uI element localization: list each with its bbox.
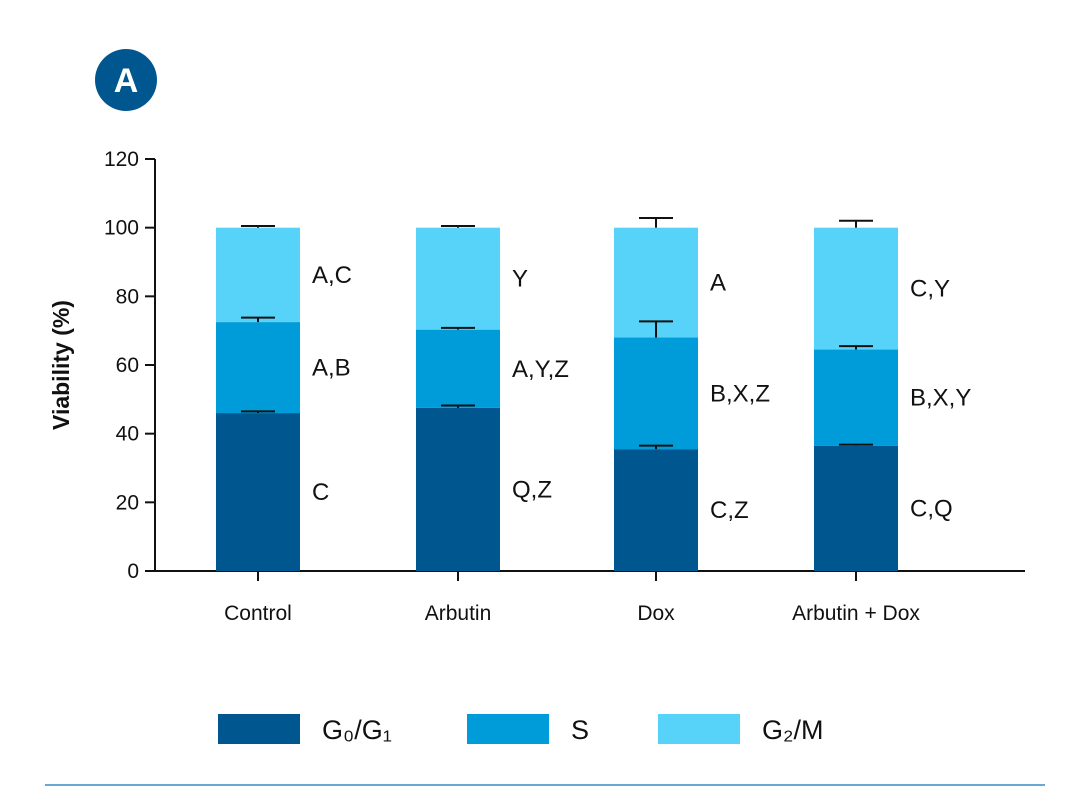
- x-axis: Control Arbutin Dox Arbutin + Dox: [155, 570, 1025, 625]
- significance-label: C,Y: [910, 276, 950, 303]
- bar-segment-s: [614, 337, 698, 450]
- significance-label: B,X,Y: [910, 385, 971, 412]
- x-tick-label: Dox: [637, 602, 675, 625]
- bar-segment-g2m: [614, 227, 698, 338]
- significance-label: Q,Z: [512, 476, 552, 503]
- x-tick-label: Arbutin: [425, 602, 492, 625]
- legend-swatch-s: [467, 714, 549, 744]
- y-axis-title: Viability (%): [48, 300, 74, 430]
- bar-segment-g0g1: [416, 407, 500, 571]
- bar-segment-g2m: [814, 227, 898, 350]
- bar-segment-s: [216, 322, 300, 414]
- significance-label: B,X,Z: [710, 380, 770, 407]
- legend-label: S: [571, 715, 589, 745]
- y-tick-label: 100: [104, 217, 139, 240]
- bar-segment-s: [814, 349, 898, 446]
- y-axis: 0 20 40 60 80 100 120: [104, 148, 156, 583]
- significance-label: Y: [512, 266, 528, 293]
- significance-label: C,Q: [910, 495, 953, 522]
- y-tick-label: 80: [116, 285, 139, 308]
- x-tick-label: Arbutin + Dox: [792, 602, 920, 625]
- panel-label: A: [114, 62, 139, 100]
- panel-badge-circle: [95, 49, 157, 111]
- legend-swatch-g0g1: [218, 714, 300, 744]
- significance-label: A,B: [312, 355, 351, 382]
- y-tick-label: 20: [116, 491, 139, 514]
- significance-label: A: [710, 270, 726, 297]
- bar-segment-g2m: [416, 227, 500, 330]
- significance-label: C: [312, 479, 329, 506]
- significance-labels: C A,B A,C Q,Z A,Y,Z Y C,Z B,X,Z A C,Q B,X,Y C,Y: [312, 262, 971, 524]
- bar-segment-g0g1: [614, 449, 698, 571]
- legend: G₀/G₁ S G₂/M: [218, 714, 823, 745]
- bars: [216, 227, 898, 571]
- bar-segment-g0g1: [814, 445, 898, 571]
- x-tick-label: Control: [224, 602, 292, 625]
- legend-label: G₀/G₁: [322, 715, 392, 745]
- significance-label: C,Z: [710, 497, 749, 524]
- error-bars: [241, 217, 873, 450]
- y-tick-label: 120: [104, 148, 139, 171]
- legend-swatch-g2m: [658, 714, 740, 744]
- significance-label: A,Y,Z: [512, 356, 569, 383]
- bar-segment-g0g1: [216, 413, 300, 571]
- y-tick-label: 0: [127, 560, 139, 583]
- y-tick-label: 60: [116, 354, 139, 377]
- bar-segment-g2m: [216, 227, 300, 323]
- significance-label: A,C: [312, 262, 352, 289]
- y-tick-label: 40: [116, 423, 139, 446]
- panel-badge: A: [95, 49, 157, 111]
- bar-segment-s: [416, 329, 500, 408]
- legend-label: G₂/M: [762, 715, 823, 745]
